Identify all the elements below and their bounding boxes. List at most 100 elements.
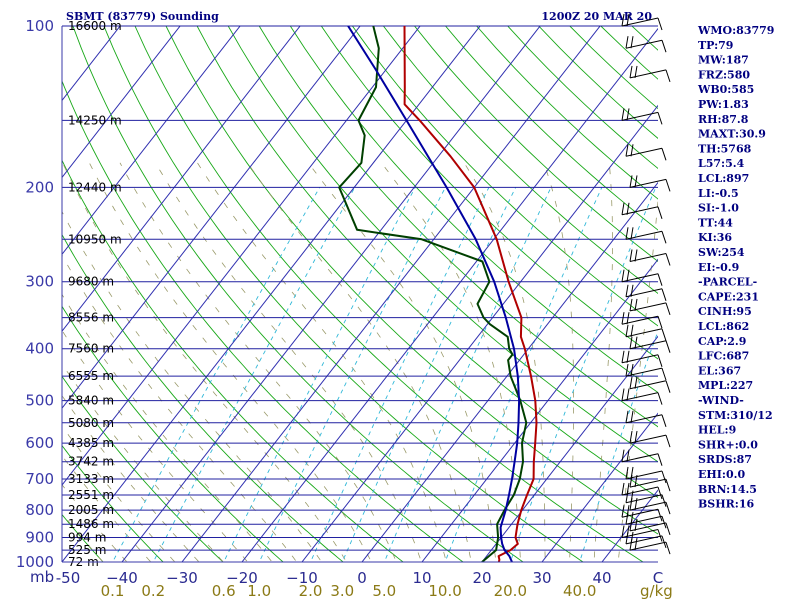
wind-barb: [625, 490, 667, 507]
index-entry: BRN:14.5: [698, 483, 757, 496]
wind-barbs: [621, 13, 671, 555]
wind-barb: [625, 324, 667, 341]
moist-adiabat: [62, 329, 249, 562]
pressure-tick-label: 200: [25, 178, 54, 196]
isotherm: [62, 26, 421, 486]
wind-barb: [625, 364, 667, 381]
index-entry: HEL:9: [698, 424, 736, 437]
mixing-ratio-line: [579, 329, 658, 562]
index-entry: TT:44: [698, 216, 733, 229]
index-entry: BSHR:16: [698, 498, 754, 511]
pressure-tick-label: 900: [25, 529, 54, 547]
height-label: 9680 m: [68, 275, 114, 289]
pressure-tick-label: 600: [25, 434, 54, 452]
isotherm: [301, 104, 658, 562]
temperature-tick-label: −30: [166, 569, 198, 587]
height-label: 3742 m: [68, 455, 114, 469]
pressure-tick-label: 400: [25, 340, 54, 358]
axis-labels: 16600 m 14250 m 12440 m 10950 m 9680 m 8556 m…: [16, 17, 663, 600]
temperature-tick-label: −10: [286, 569, 318, 587]
isotherm: [62, 26, 241, 256]
temperature-tick-label: 30: [532, 569, 551, 587]
index-entry: TH:5768: [698, 142, 752, 155]
height-label: 2551 m: [68, 488, 114, 502]
wind-barb: [625, 36, 667, 53]
pressure-tick-label: 800: [25, 501, 54, 519]
isotherm: [62, 26, 481, 562]
index-entry: EI:-0.9: [698, 261, 739, 274]
wind-barb: [621, 269, 663, 286]
index-entry: MW:187: [698, 54, 749, 67]
mixing-ratio-tick-label: 40.0: [563, 582, 596, 600]
mixing-ratio-unit-label: g/kg: [640, 582, 673, 600]
index-entry: LCL:862: [698, 320, 749, 333]
moist-adiabat: [247, 162, 472, 562]
dry-adiabat: [62, 375, 224, 562]
wind-barb: [629, 518, 671, 536]
isotherm: [181, 26, 601, 562]
wind-barb: [621, 312, 663, 329]
mixing-ratio-line: [152, 187, 356, 562]
chart-title: SBMT (83779) Sounding: [66, 10, 219, 23]
index-entry: LFC:687: [698, 350, 749, 363]
moist-adiabat: [88, 162, 372, 562]
wind-barb: [625, 227, 667, 244]
moist-adiabat: [62, 254, 298, 562]
index-entry: LCL:897: [698, 172, 749, 185]
height-label: 5080 m: [68, 416, 114, 430]
index-entry: SI:-1.0: [698, 202, 739, 215]
isotherm: [0, 2, 19, 574]
wind-barb: [621, 202, 663, 219]
wind-barb: [625, 144, 667, 161]
height-label: 7560 m: [68, 342, 114, 356]
isotherm: [421, 258, 658, 562]
dewpoint-profile: [338, 26, 528, 562]
parcel-profile: [347, 26, 521, 562]
isotherm: [62, 26, 181, 179]
moist-adiabat: [155, 162, 422, 562]
height-label: 10950 m: [68, 232, 122, 246]
index-entry: EL:367: [698, 364, 741, 377]
height-label: 525 m: [68, 543, 106, 557]
index-entry: SHR+:0.0: [698, 438, 758, 451]
moist-adiabat: [593, 162, 613, 562]
index-entry: CAPE:231: [698, 290, 759, 303]
isotherm: [62, 26, 361, 409]
mixing-ratio-tick-label: 0.6: [212, 582, 236, 600]
temperature-tick-label: -50: [56, 569, 81, 587]
mixing-ratio-line: [509, 187, 657, 562]
wind-barb: [629, 376, 671, 393]
moist-adiabat: [62, 293, 273, 562]
isobars: [62, 25, 658, 563]
mixing-ratio-line: [258, 187, 446, 562]
wind-barb: [629, 538, 671, 555]
plot-area: [62, 26, 658, 562]
pressure-tick-label: 500: [25, 392, 54, 410]
dry-adiabat: [62, 444, 164, 562]
temperature-tick-label: 20: [472, 569, 491, 587]
pressure-tick-label: 100: [25, 17, 54, 35]
height-label: 8556 m: [68, 311, 114, 325]
index-entry: WB0:585: [697, 83, 754, 96]
index-entry: KI:36: [698, 231, 732, 244]
index-entry: LI:-0.5: [698, 187, 739, 200]
moist-adiabat: [381, 162, 521, 562]
temperature-tick-label: −20: [226, 569, 258, 587]
sounding-profiles: [338, 26, 538, 562]
mixing-ratio-tick-label: 0.1: [101, 582, 125, 600]
height-label: 994 m: [68, 531, 106, 545]
wind-barb: [621, 388, 663, 405]
wind-barb: [621, 13, 663, 31]
mixing-ratio-line: [444, 187, 603, 562]
index-entry: -WIND-: [698, 394, 744, 407]
index-entry: RH:87.8: [698, 113, 749, 126]
height-label: 14250 m: [68, 113, 122, 127]
temperature-tick-label: −40: [106, 569, 138, 587]
wind-barb: [629, 249, 671, 266]
index-entry: PW:1.83: [698, 98, 749, 111]
index-entry: EHI:0.0: [698, 468, 745, 481]
index-entry: MPL:227: [698, 379, 753, 392]
mixing-ratio-tick-label: 5.0: [372, 582, 396, 600]
wind-barb: [629, 475, 671, 492]
